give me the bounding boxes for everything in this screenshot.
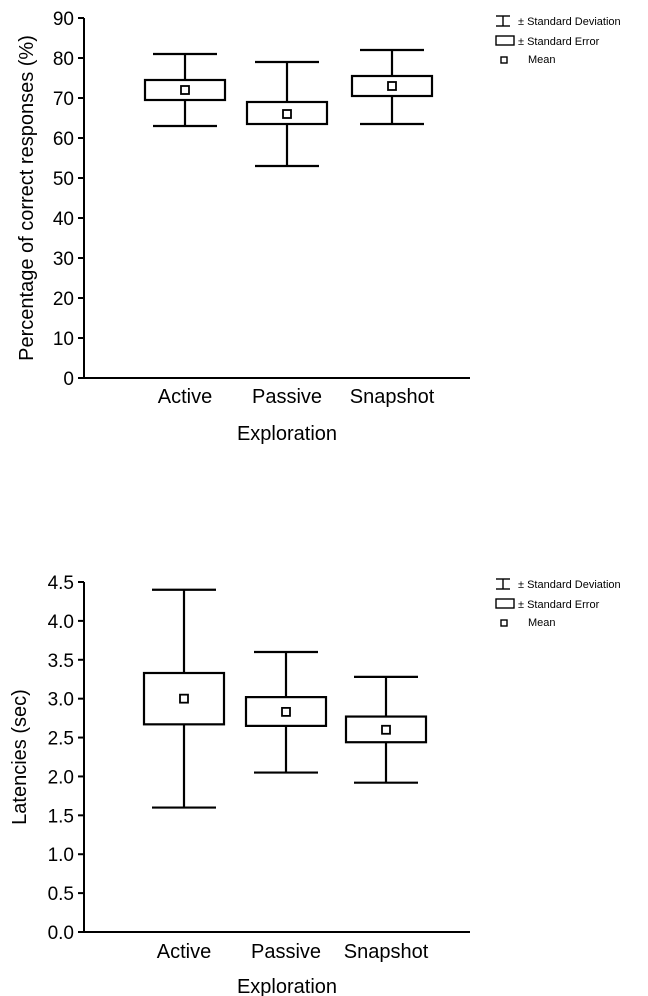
y-axis-title: Latencies (sec) <box>9 689 31 825</box>
y-tick-label: 70 <box>53 89 74 110</box>
x-axis-title: Exploration <box>237 423 337 445</box>
x-category-label: Passive <box>252 386 322 408</box>
y-tick-label: 30 <box>53 249 74 270</box>
y-tick-label: 1.5 <box>48 806 74 827</box>
x-category-label: Snapshot <box>344 941 429 963</box>
mean-marker <box>281 706 291 717</box>
legend-se-symbol <box>495 598 515 609</box>
chart-accuracy: 0 10 20 30 40 50 60 70 80 90 Percentage of correct… <box>16 9 621 445</box>
y-axis-title: Percentage of correct responses (%) <box>16 35 38 361</box>
legend: ± Standard Deviation ± Standard Error Mean <box>495 15 621 66</box>
mean-marker <box>381 724 391 735</box>
legend-se-symbol <box>495 35 515 46</box>
y-tick-label: 0.5 <box>48 884 74 905</box>
y-tick-label: 4.0 <box>48 612 74 633</box>
y-tick-label: 2.5 <box>48 729 74 750</box>
legend-mean-symbol <box>500 619 508 627</box>
legend-sd-label: ± Standard Deviation <box>518 16 621 28</box>
y-tick-label: 90 <box>53 9 74 30</box>
y-tick-label: 3.5 <box>48 651 74 672</box>
mean-marker <box>179 693 189 704</box>
y-tick-label: 2.0 <box>48 767 74 788</box>
x-axis-title: Exploration <box>237 976 337 996</box>
y-tick-label: 0.0 <box>48 923 74 944</box>
x-category-label: Passive <box>251 941 321 963</box>
legend-se-label: ± Standard Error <box>518 599 600 611</box>
y-tick-label: 10 <box>53 329 74 350</box>
chart-latency: 0.0 0.5 1.0 1.5 2.0 2.5 3.0 3.5 4.0 4.5 Latencies … <box>9 573 621 996</box>
legend-mean-symbol <box>500 56 508 64</box>
mean-marker <box>387 81 397 91</box>
legend-mean-label: Mean <box>528 617 556 629</box>
x-category-label: Snapshot <box>350 386 435 408</box>
x-category-label: Active <box>158 386 212 408</box>
y-tick-label: 0 <box>63 369 74 390</box>
y-tick-label: 4.5 <box>48 573 74 594</box>
legend-sd-label: ± Standard Deviation <box>518 579 621 591</box>
y-tick-label: 40 <box>53 209 74 230</box>
mean-marker <box>282 109 292 119</box>
y-tick-label: 80 <box>53 49 74 70</box>
y-tick-label: 3.0 <box>48 690 74 711</box>
y-tick-label: 20 <box>53 289 74 310</box>
y-tick-label: 60 <box>53 129 74 150</box>
legend: ± Standard Deviation ± Standard Error Mean <box>495 578 621 629</box>
legend-mean-label: Mean <box>528 54 556 66</box>
x-category-label: Active <box>157 941 211 963</box>
y-tick-label: 1.0 <box>48 845 74 866</box>
y-tick-label: 50 <box>53 169 74 190</box>
legend-se-label: ± Standard Error <box>518 36 600 48</box>
mean-marker <box>180 85 190 95</box>
